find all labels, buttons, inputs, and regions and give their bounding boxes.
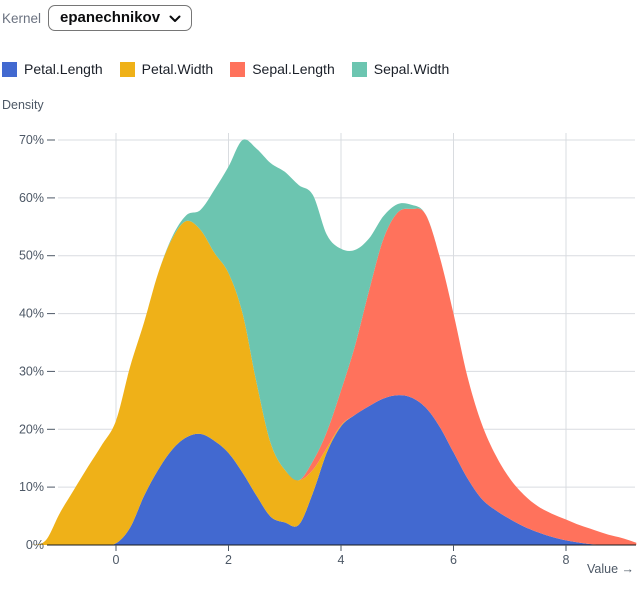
density-chart: 0% 10% 20% 30% 40% 50% 60% 70% 0 2 4 6 8 Density Value… [0, 95, 640, 600]
y-axis-title: Density [2, 98, 44, 112]
y-axis: 0% 10% 20% 30% 40% 50% 60% 70% [19, 133, 55, 552]
svg-text:20%: 20% [19, 422, 44, 436]
legend-swatch [230, 61, 246, 77]
legend-item-petal-width: Petal.Width [119, 61, 214, 77]
area-petal-width [31, 220, 637, 546]
kernel-select[interactable]: epanechnikov [48, 5, 193, 31]
svg-text:2: 2 [225, 553, 232, 567]
legend-label: Petal.Length [24, 61, 103, 77]
svg-text:40%: 40% [19, 307, 44, 321]
svg-text:10%: 10% [19, 480, 44, 494]
svg-text:60%: 60% [19, 191, 44, 205]
svg-text:0%: 0% [26, 538, 44, 552]
legend-label: Sepal.Length [252, 61, 335, 77]
svg-text:6: 6 [450, 553, 457, 567]
x-axis-title: Value → [587, 562, 634, 576]
legend-item-sepal-width: Sepal.Width [351, 61, 450, 77]
legend-swatch [351, 61, 367, 77]
area-sepal-width [31, 139, 637, 545]
legend-swatch [119, 61, 135, 77]
legend-label: Sepal.Width [373, 61, 450, 77]
svg-text:8: 8 [563, 553, 570, 567]
kernel-select-value: epanechnikov [60, 9, 161, 26]
chart-legend: Petal.Length Petal.Width Sepal.Length Sepal… [2, 61, 466, 77]
legend-item-sepal-length: Sepal.Length [230, 61, 335, 77]
legend-label: Petal.Width [141, 61, 214, 77]
kernel-label: Kernel [2, 10, 42, 26]
svg-text:4: 4 [338, 553, 345, 567]
x-axis: 0 2 4 6 8 [113, 545, 570, 567]
svg-text:0: 0 [113, 553, 120, 567]
kernel-control: Kernel epanechnikov [2, 5, 193, 31]
area-petal-length [31, 395, 637, 546]
svg-text:50%: 50% [19, 249, 44, 263]
svg-text:30%: 30% [19, 364, 44, 378]
legend-swatch [2, 61, 17, 77]
plot-svg: 0% 10% 20% 30% 40% 50% 60% 70% 0 2 4 6 8 Density Value… [2, 98, 637, 576]
svg-text:70%: 70% [19, 133, 44, 147]
legend-item-petal-length: Petal.Length [2, 61, 103, 77]
chevron-down-icon [169, 15, 181, 23]
area-sepal-length [31, 208, 637, 546]
